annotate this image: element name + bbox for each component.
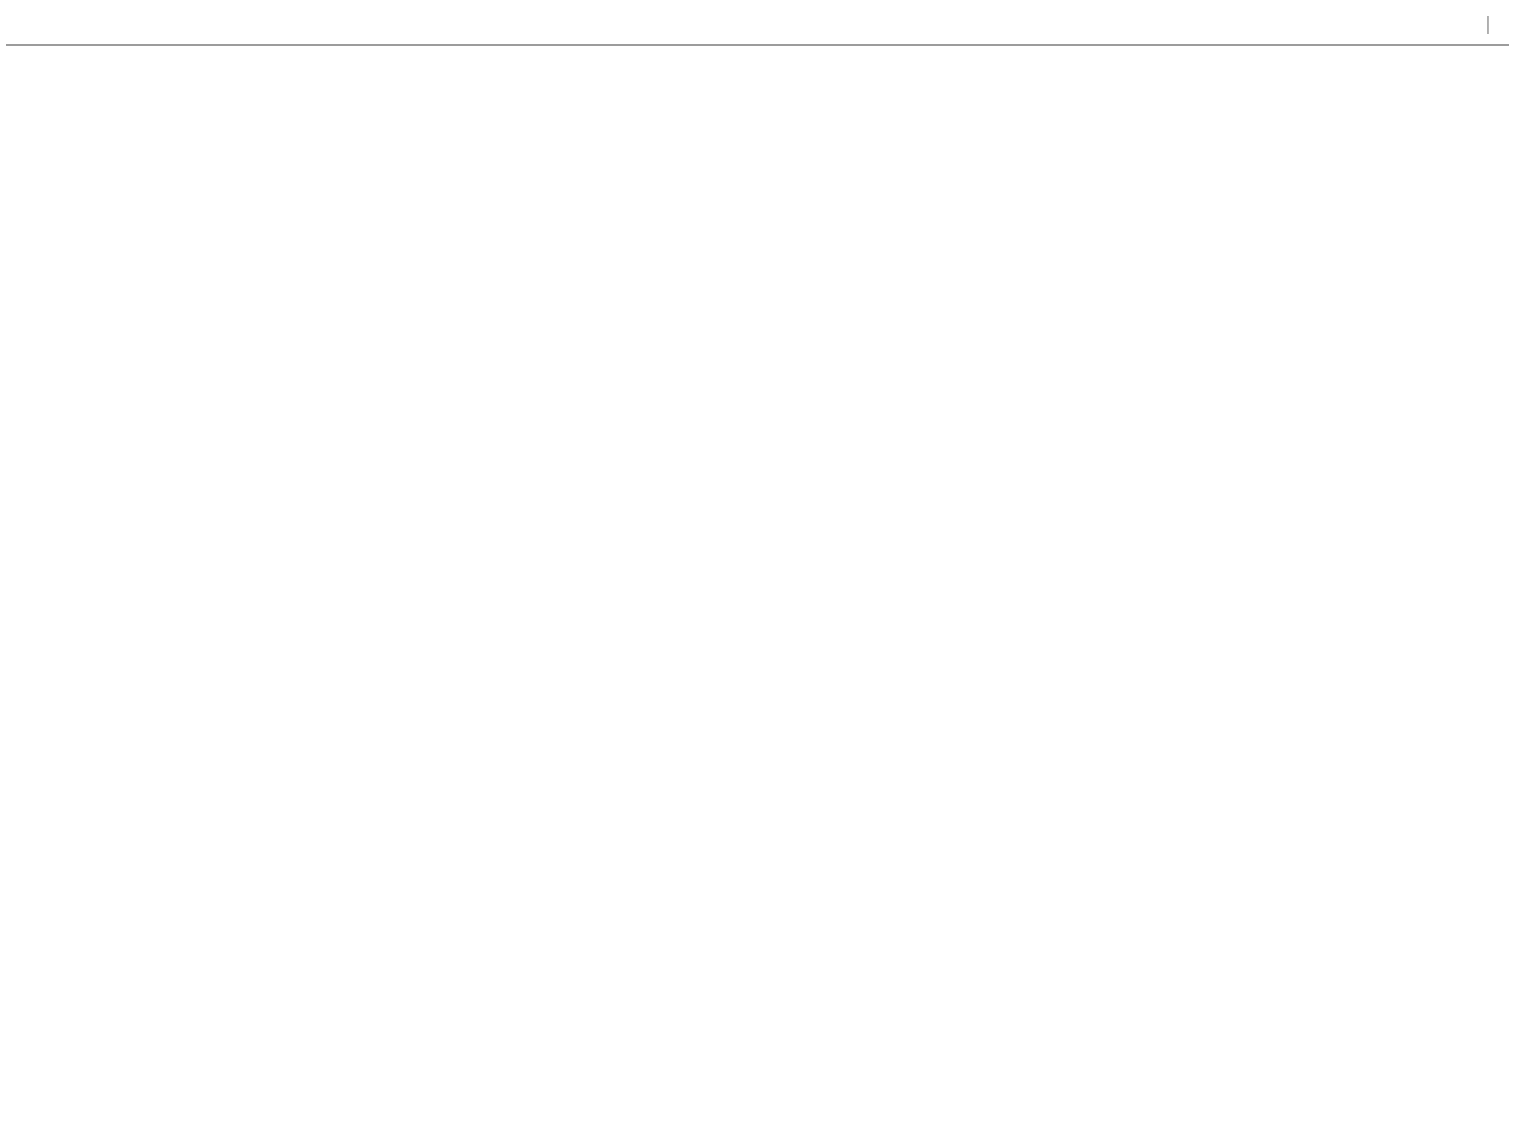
- header-rule: [6, 44, 1509, 46]
- meta-separator: |: [1475, 14, 1501, 35]
- page-meta: |: [1475, 14, 1501, 36]
